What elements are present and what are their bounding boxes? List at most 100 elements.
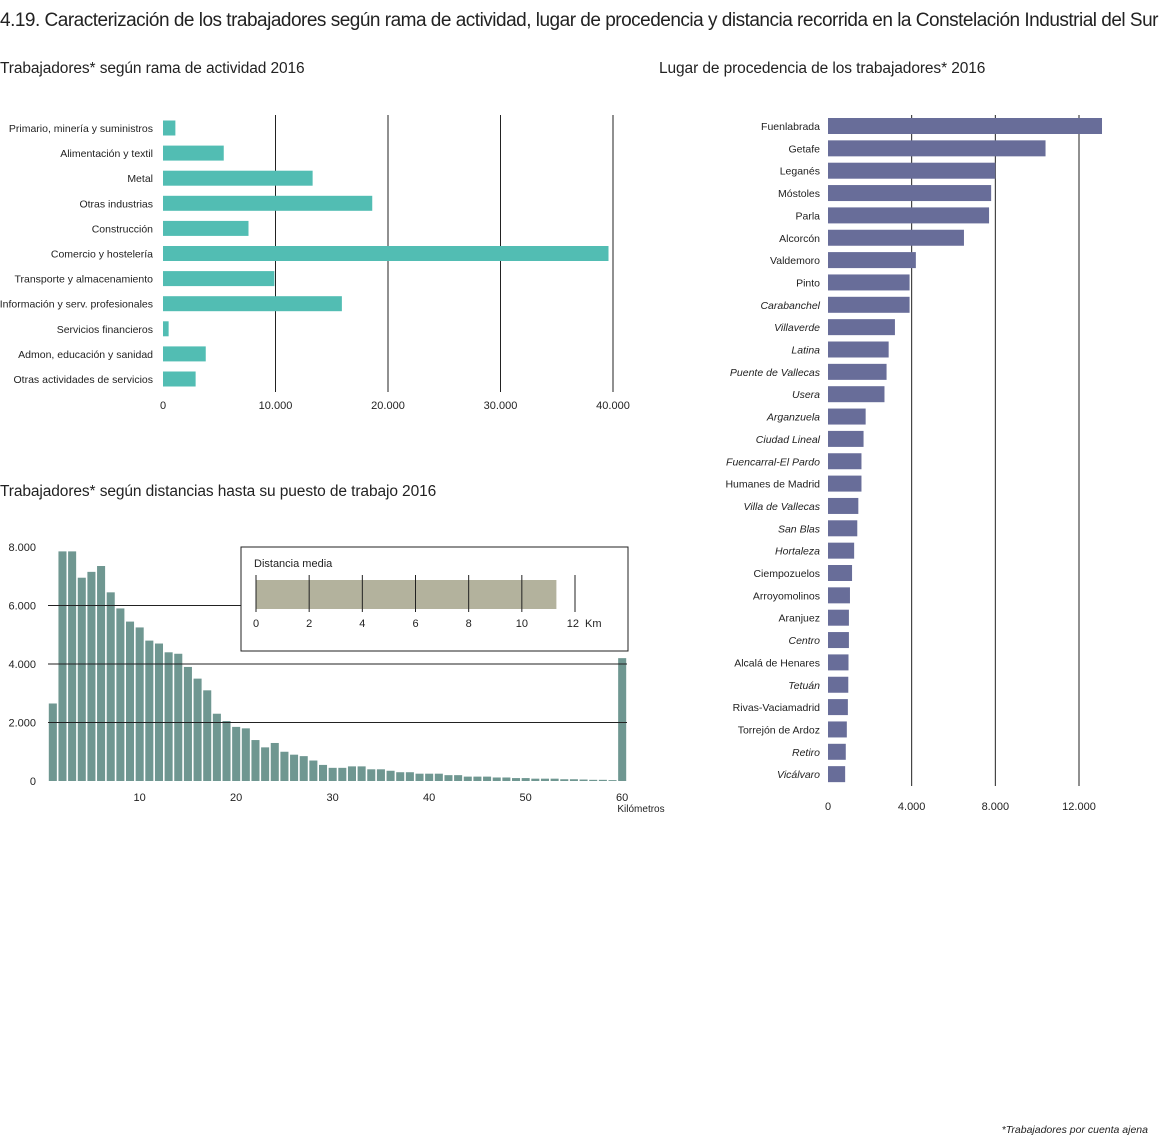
bar bbox=[126, 621, 135, 781]
bar bbox=[828, 341, 889, 358]
x-tick-label: 12.000 bbox=[1062, 801, 1096, 813]
bar bbox=[87, 571, 96, 781]
bar bbox=[828, 565, 853, 581]
x-tick-label: 8.000 bbox=[982, 801, 1010, 813]
bar bbox=[163, 246, 609, 261]
x-tick-label: 40 bbox=[423, 792, 435, 804]
x-tick-label: 50 bbox=[520, 792, 532, 804]
bar bbox=[598, 779, 607, 781]
bar bbox=[174, 653, 183, 781]
distance-chart-title: Trabajadores* según distancias hasta su … bbox=[0, 483, 437, 500]
bar bbox=[251, 740, 260, 781]
bar bbox=[415, 773, 424, 781]
category-label: Fuenlabrada bbox=[761, 121, 820, 133]
category-label: Tetuán bbox=[788, 680, 820, 692]
category-label: Alimentación y textil bbox=[60, 148, 153, 160]
bar bbox=[589, 779, 598, 781]
bar bbox=[183, 666, 192, 781]
bar bbox=[106, 592, 115, 781]
sector-chart: 0 10.000 20.000 30.000 40.000 Primario, miner… bbox=[0, 115, 630, 412]
bar bbox=[116, 608, 125, 781]
mean-bar bbox=[256, 580, 557, 609]
y-tick-label: 6.000 bbox=[8, 601, 36, 613]
bar bbox=[58, 551, 67, 781]
bar bbox=[68, 551, 77, 781]
bar bbox=[299, 756, 308, 781]
bar bbox=[828, 475, 862, 492]
category-label: Puente de Vallecas bbox=[730, 367, 821, 379]
bar bbox=[828, 497, 859, 514]
bar bbox=[328, 767, 337, 781]
category-label: Villa de Vallecas bbox=[744, 501, 821, 513]
category-label: Otras actividades de servicios bbox=[14, 374, 153, 386]
bar bbox=[560, 779, 569, 781]
bar bbox=[828, 140, 1046, 157]
bar bbox=[608, 780, 617, 781]
x-tick-label: 0 bbox=[825, 801, 831, 813]
bar bbox=[521, 778, 530, 781]
bar bbox=[828, 743, 846, 760]
bar bbox=[828, 252, 916, 269]
bar bbox=[405, 772, 414, 781]
category-label: Admon, educación y sanidad bbox=[18, 349, 153, 361]
x-tick-label: 10.000 bbox=[259, 400, 293, 412]
category-label: Fuencarral-El Pardo bbox=[726, 456, 820, 468]
bar bbox=[163, 145, 224, 161]
tick-label: 0 bbox=[253, 618, 259, 630]
category-label: Usera bbox=[792, 389, 820, 401]
x-tick-label: 10 bbox=[134, 792, 146, 804]
bar bbox=[241, 728, 250, 781]
bar bbox=[135, 627, 144, 781]
category-label: Arganzuela bbox=[766, 412, 820, 424]
bar bbox=[270, 742, 279, 781]
bar bbox=[540, 778, 549, 781]
y-tick-label: 0 bbox=[30, 776, 36, 788]
bar bbox=[203, 690, 212, 781]
bar bbox=[261, 747, 270, 781]
category-label: Alcorcón bbox=[779, 233, 820, 245]
bar bbox=[163, 170, 313, 186]
bar bbox=[828, 229, 964, 246]
x-tick-label: 30 bbox=[327, 792, 339, 804]
bar bbox=[828, 699, 848, 716]
x-tick-label: 4.000 bbox=[898, 801, 926, 813]
category-label: Primario, minería y suministros bbox=[9, 123, 153, 135]
x-tick-label: 20.000 bbox=[371, 400, 405, 412]
category-label: Ciudad Lineal bbox=[756, 434, 821, 446]
category-label: Carabanchel bbox=[760, 300, 820, 312]
origin-chart: 0 4.000 8.000 12.000 Fuenlabrada Getafe Legané… bbox=[725, 115, 1103, 813]
x-tick-label: 30.000 bbox=[484, 400, 518, 412]
category-label: Pinto bbox=[796, 277, 820, 289]
bar bbox=[828, 296, 910, 313]
bar bbox=[163, 321, 169, 337]
x-tick-label: 0 bbox=[160, 400, 166, 412]
bar bbox=[828, 386, 885, 403]
bar bbox=[376, 769, 385, 781]
category-label: Arroyomolinos bbox=[753, 590, 820, 602]
bar bbox=[163, 346, 206, 362]
category-label: Latina bbox=[791, 345, 820, 357]
category-label: Móstoles bbox=[778, 188, 820, 200]
bar bbox=[828, 453, 862, 470]
y-tick-label: 4.000 bbox=[8, 659, 36, 671]
category-label: Ciempozuelos bbox=[753, 568, 820, 580]
bar bbox=[212, 713, 221, 781]
bar bbox=[828, 587, 850, 604]
bar bbox=[48, 703, 57, 781]
mean-distance-inset: Distancia media 0 2 4 6 8 10 12 Km bbox=[240, 546, 629, 652]
x-tick-label: 20 bbox=[230, 792, 242, 804]
bar bbox=[347, 766, 356, 781]
bar bbox=[828, 721, 847, 738]
bar bbox=[473, 776, 482, 781]
bar bbox=[164, 652, 173, 781]
bar bbox=[425, 773, 434, 781]
tick-label: 10 bbox=[516, 618, 528, 630]
category-label: Aranjuez bbox=[779, 613, 820, 625]
bar bbox=[828, 609, 849, 626]
category-label: Vicálvaro bbox=[777, 769, 820, 781]
bar bbox=[569, 779, 578, 781]
bar bbox=[357, 766, 366, 781]
bar bbox=[444, 775, 453, 781]
